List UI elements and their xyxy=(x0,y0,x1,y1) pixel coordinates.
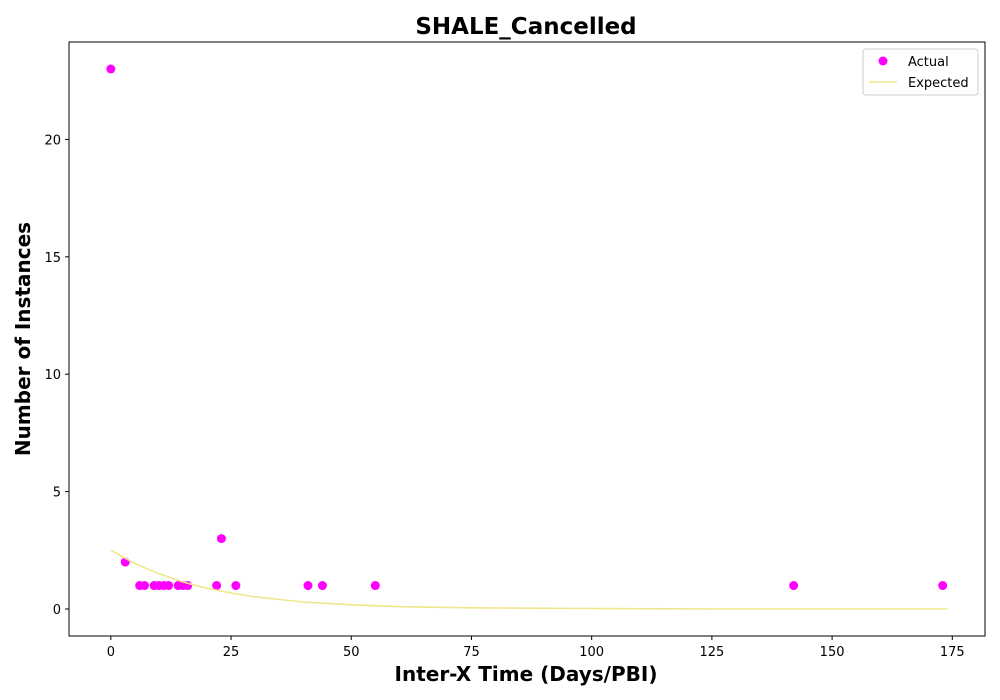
y-tick-label: 10 xyxy=(44,368,61,383)
legend-label: Actual xyxy=(908,55,949,70)
actual-point xyxy=(212,581,222,591)
x-axis-ticks: 0 25 50 75 100 125 150 175 xyxy=(107,636,965,660)
x-tick-label: 0 xyxy=(107,645,115,660)
x-tick-label: 150 xyxy=(820,645,845,660)
y-axis-label: Number of Instances xyxy=(11,222,35,456)
expected-line xyxy=(110,549,948,610)
y-tick-label: 5 xyxy=(53,486,61,501)
actual-point xyxy=(216,534,226,544)
y-tick-label: 0 xyxy=(53,603,61,618)
axes-frame xyxy=(68,41,986,637)
x-tick-label: 125 xyxy=(699,645,724,660)
actual-point xyxy=(370,581,380,591)
legend-box xyxy=(862,48,979,96)
actual-point xyxy=(106,64,116,74)
actual-point xyxy=(139,581,149,591)
y-axis-ticks: 0 5 10 15 20 xyxy=(44,133,69,618)
legend-label: Expected xyxy=(908,76,969,91)
x-tick-label: 75 xyxy=(463,645,480,660)
actual-point xyxy=(789,581,799,591)
x-tick-label: 25 xyxy=(223,645,240,660)
y-tick-label: 15 xyxy=(44,251,61,266)
actual-point xyxy=(164,581,174,591)
actual-point xyxy=(938,581,948,591)
chart-title: SHALE_Cancelled xyxy=(415,14,636,40)
x-tick-label: 100 xyxy=(579,645,604,660)
actual-point xyxy=(317,581,327,591)
actual-point xyxy=(231,581,241,591)
y-tick-label: 20 xyxy=(44,133,61,148)
x-tick-label: 50 xyxy=(343,645,360,660)
legend-swatch-actual xyxy=(878,56,888,66)
plot-area xyxy=(68,41,986,637)
actual-point xyxy=(303,581,313,591)
x-tick-label: 175 xyxy=(940,645,965,660)
x-axis-label: Inter-X Time (Days/PBI) xyxy=(395,662,658,686)
legend: Actual Expected xyxy=(862,48,979,96)
